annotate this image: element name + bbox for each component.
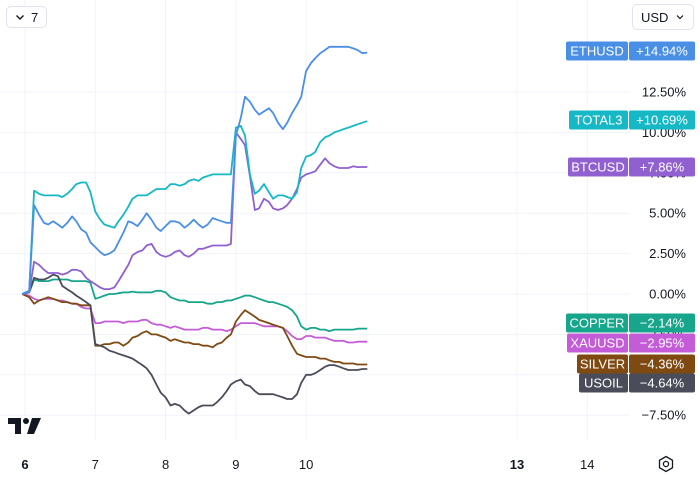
x-tick-label: 10 xyxy=(299,457,313,472)
interval-dropdown[interactable]: 7 xyxy=(6,6,48,28)
badge-value-bg xyxy=(629,313,695,333)
badge-value-bg xyxy=(629,333,695,353)
badge-value: +10.69% xyxy=(636,113,688,128)
chevron-down-icon xyxy=(676,15,684,20)
x-tick-label: 6 xyxy=(21,457,28,472)
badge-value-bg xyxy=(629,157,695,177)
badge-name: TOTAL3 xyxy=(575,113,623,128)
series-badge-usoil[interactable]: USOIL −4.64% xyxy=(579,373,695,393)
x-tick-label: 14 xyxy=(580,457,594,472)
x-axis-ticks: 6 7 8 9 10 13 14 xyxy=(21,457,594,472)
series-line-usoil[interactable] xyxy=(21,273,368,415)
badge-name: COPPER xyxy=(570,316,625,331)
badge-value: −2.95% xyxy=(640,336,685,351)
interval-label: 7 xyxy=(31,9,39,25)
series-badge-total3[interactable]: TOTAL3 +10.69% xyxy=(569,110,695,130)
series-line-btcusd[interactable] xyxy=(21,131,368,295)
series-line-xauusd[interactable] xyxy=(21,293,368,344)
currency-dropdown[interactable]: USD xyxy=(632,4,694,30)
series-line-silver[interactable] xyxy=(21,293,368,366)
badge-name: SILVER xyxy=(580,357,625,372)
badge-name: ETHUSD xyxy=(570,44,623,59)
y-tick-label: 12.50% xyxy=(642,85,687,100)
series-badge-copper[interactable]: COPPER −2.14% xyxy=(566,313,695,333)
badge-name: XAUUSD xyxy=(570,336,624,351)
badge-name-bg xyxy=(566,313,628,333)
badge-value-bg xyxy=(629,110,695,130)
y-tick-label: −7.50% xyxy=(642,408,687,423)
grid-lines xyxy=(0,0,630,440)
badge-value: +7.86% xyxy=(640,160,685,175)
badge-value: −4.64% xyxy=(640,376,685,391)
series-badge-btcusd[interactable]: BTCUSD +7.86% xyxy=(568,157,695,177)
y-tick-label: 5.00% xyxy=(649,206,686,221)
y-tick-label: 2.50% xyxy=(649,246,686,261)
series-line-copper[interactable] xyxy=(21,278,368,333)
badge-name: BTCUSD xyxy=(571,160,624,175)
tradingview-logo[interactable] xyxy=(8,416,42,436)
badge-value-bg xyxy=(629,354,695,374)
series-badge-silver[interactable]: SILVER −4.36% xyxy=(577,354,695,374)
settings-icon[interactable] xyxy=(657,455,675,473)
badge-name-bg xyxy=(577,354,628,374)
series-badge-xauusd[interactable]: XAUUSD −2.95% xyxy=(567,333,695,353)
badge-value: −4.36% xyxy=(640,357,685,372)
badge-name-bg xyxy=(566,41,628,61)
badge-name-bg xyxy=(579,373,628,393)
x-tick-label: 8 xyxy=(162,457,169,472)
x-tick-label: 13 xyxy=(510,457,524,472)
badge-name: USOIL xyxy=(584,376,623,391)
chevron-down-icon xyxy=(16,15,24,20)
badge-value: +14.94% xyxy=(636,44,688,59)
currency-label: USD xyxy=(641,9,669,25)
series-lines xyxy=(21,45,368,415)
badge-name-bg xyxy=(569,110,628,130)
badge-name-bg xyxy=(567,333,628,353)
badge-value-bg xyxy=(629,41,695,61)
series-badges: ETHUSD +14.94% TOTAL3 +10.69% BTCUSD +7.86% CO… xyxy=(566,41,695,393)
x-tick-label: 7 xyxy=(92,457,99,472)
series-line-ethusd[interactable] xyxy=(21,45,368,295)
series-line-total3[interactable] xyxy=(21,120,368,295)
x-tick-label: 9 xyxy=(232,457,239,472)
badge-value: −2.14% xyxy=(640,316,685,331)
y-tick-label: 0.00% xyxy=(649,287,686,302)
badge-value-bg xyxy=(629,373,695,393)
badge-name-bg xyxy=(568,157,628,177)
series-badge-ethusd[interactable]: ETHUSD +14.94% xyxy=(566,41,695,61)
